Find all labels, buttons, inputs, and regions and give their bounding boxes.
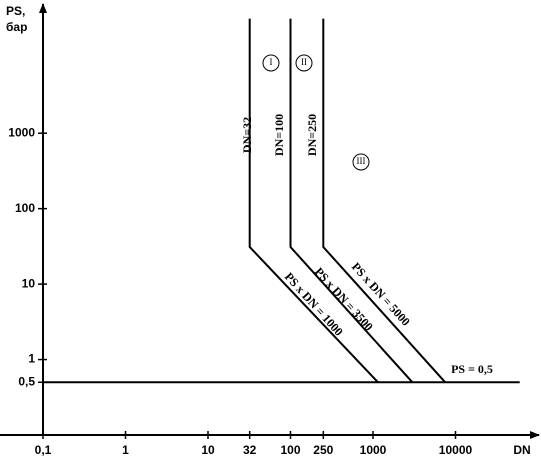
x-tick-label: 10 (201, 443, 215, 457)
region-marker (262, 54, 280, 72)
x-axis-label: DN (513, 443, 530, 457)
x-tick-label: 1 (122, 443, 129, 457)
annotation: DN=32 (240, 117, 254, 153)
annotation: PS = 0,5 (451, 362, 493, 376)
y-tick-label: 1 (28, 352, 35, 366)
annotation: I (270, 57, 273, 67)
x-tick-label: 1000 (360, 443, 387, 457)
y-tick-label: 1000 (8, 125, 35, 139)
region-marker (295, 54, 313, 72)
x-tick-label: 0,1 (35, 443, 52, 457)
x-tick-label: 32 (243, 443, 257, 457)
annotation: II (301, 57, 307, 67)
y-tick-label: 10 (22, 276, 36, 290)
x-tick-label: 10000 (439, 443, 473, 457)
line-series (248, 18, 379, 383)
y-axis-label: бар (6, 20, 27, 34)
annotation: DN=100 (272, 114, 286, 156)
x-tick-label: 100 (280, 443, 300, 457)
line-series (322, 18, 446, 383)
y-tick-label: 0,5 (18, 374, 35, 388)
annotation: III (357, 156, 366, 166)
y-tick-label: 100 (15, 201, 35, 215)
region-marker (352, 153, 370, 171)
line-series (289, 18, 414, 383)
x-tick-label: 250 (313, 443, 333, 457)
annotation: DN=250 (305, 114, 319, 156)
y-axis-label: PS, (6, 4, 25, 18)
